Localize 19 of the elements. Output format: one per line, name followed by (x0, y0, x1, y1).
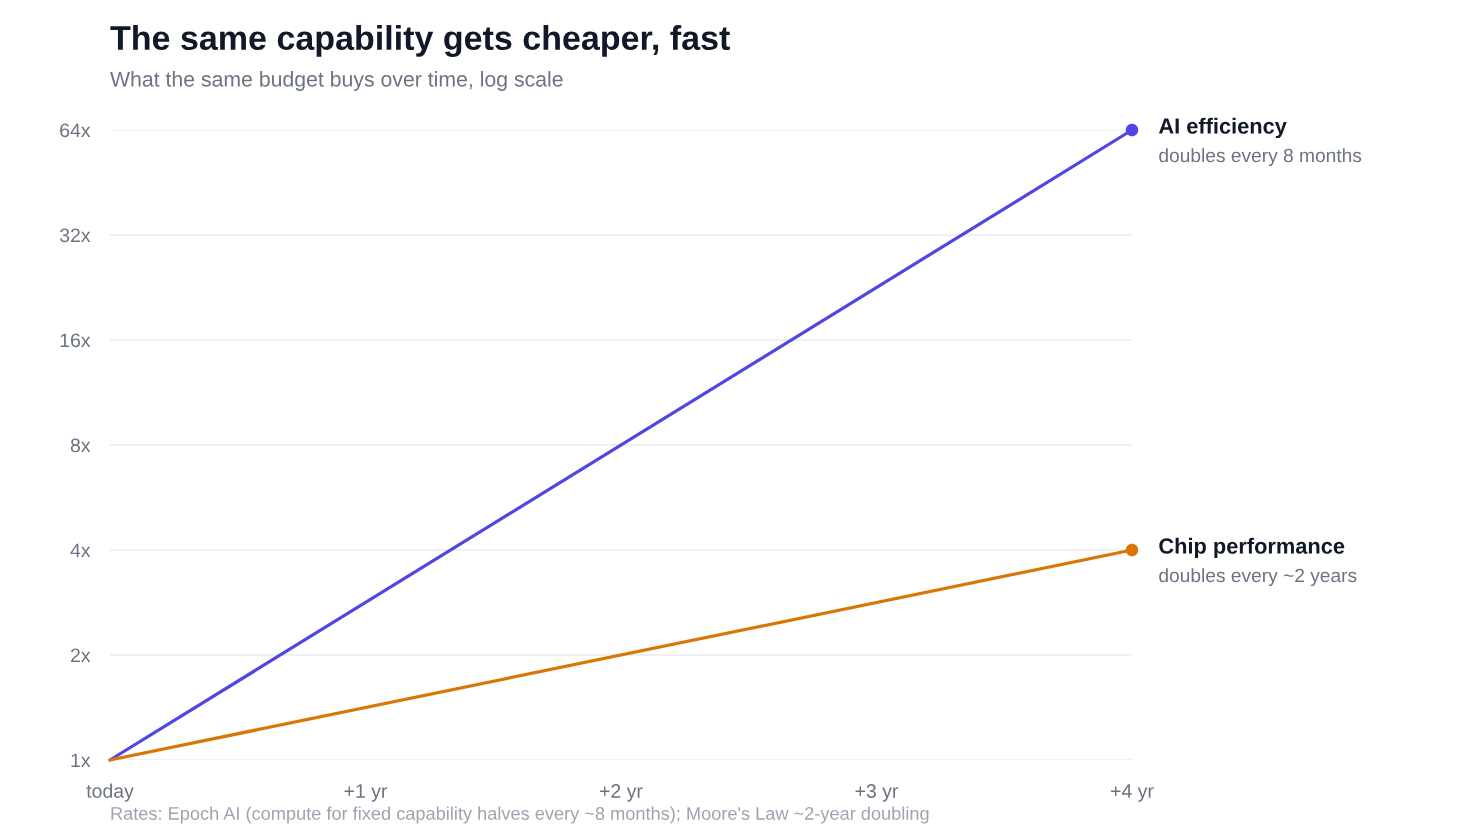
x-tick-label: +2 yr (600, 784, 643, 802)
annotation: doubles every 8 months (1159, 148, 1362, 167)
chart-title: The same capability gets cheaper, fast (110, 25, 730, 57)
y-tick-label: 8x (70, 438, 91, 453)
annotation: doubles every ~2 years (1159, 568, 1357, 587)
x-tick-label: +3 yr (855, 784, 899, 802)
x-tick-label: +1 yr (344, 784, 388, 802)
text: Rates: Epoch AI (compute for fixed capability halves every ~8 months); Moore's Law ~2-year doubling (111, 806, 929, 824)
y-tick-label: 4x (70, 543, 91, 558)
y-tick-label: 32x (59, 228, 91, 243)
y-tick-label: 64x (60, 123, 91, 138)
x-tick-label: +4 yr (1111, 784, 1154, 802)
y-tick-label: 2x (71, 648, 91, 663)
x-tick-label: today (86, 783, 134, 802)
series-label: AI efficiency (1158, 117, 1287, 139)
y-tick-label: 16x (60, 333, 91, 348)
chart-subtitle: What the same budget buys over time, log scale (110, 71, 563, 91)
series-label: Chip performance (1159, 537, 1345, 559)
y-tick-label: 1x (71, 753, 91, 768)
